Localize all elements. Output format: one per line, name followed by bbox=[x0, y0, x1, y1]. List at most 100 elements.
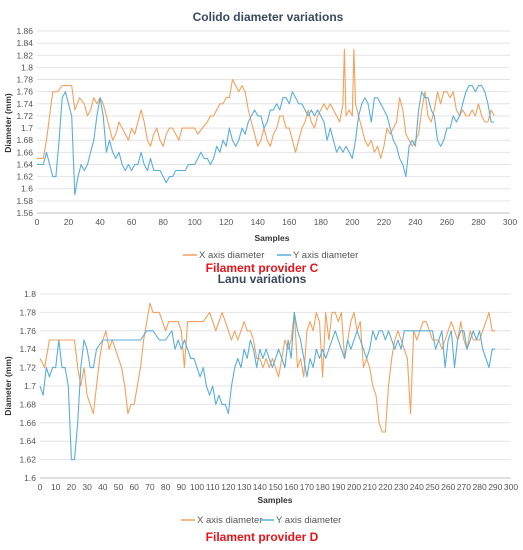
y-tick-labels: 1.6 1.62 1.64 1.66 1.68 1.7 1.72 1.74 1.76 1.78 1.… bbox=[19, 289, 36, 483]
y-tick-label: 1.64 bbox=[19, 436, 36, 446]
x-tick-label: 260 bbox=[441, 482, 455, 492]
x-tick-label: 50 bbox=[114, 482, 124, 492]
y-tick-label: 1.84 bbox=[16, 38, 33, 48]
x-tick-label: 100 bbox=[188, 217, 202, 227]
series-lines bbox=[39, 302, 496, 461]
x-tick-label: 110 bbox=[206, 482, 220, 492]
x-tick-label: 40 bbox=[98, 482, 108, 492]
y-tick-labels: 1.56 1.58 1.6 1.62 1.64 1.66 1.68 1.7 1.72 1.74 1.… bbox=[16, 26, 33, 218]
chart-lanu: Lanu variations 1.61.621.641.661.681.71.… bbox=[3, 272, 518, 544]
legend-label-y: Y axis diameter bbox=[293, 250, 358, 261]
x-tick-label: 20 bbox=[64, 217, 74, 227]
x-tick-label: 140 bbox=[253, 482, 267, 492]
chart-title: Colido diameter variations bbox=[193, 10, 344, 24]
y-tick-label: 1.7 bbox=[21, 123, 33, 133]
x-tick-label: 280 bbox=[473, 482, 487, 492]
y-tick-label: 1.8 bbox=[24, 289, 36, 299]
legend: X axis diameter Y axis diameter bbox=[183, 250, 358, 261]
x-tick-label: 170 bbox=[300, 482, 314, 492]
x-tick-label: 160 bbox=[284, 482, 298, 492]
x-tick-label: 290 bbox=[488, 482, 502, 492]
grid bbox=[40, 293, 511, 479]
x-tick-label: 240 bbox=[408, 217, 422, 227]
x-tick-label: 280 bbox=[471, 217, 485, 227]
x-tick-label: 190 bbox=[331, 482, 345, 492]
y-tick-label: 1.86 bbox=[16, 26, 33, 36]
x-tick-label: 90 bbox=[177, 482, 187, 492]
x-tick-label: 60 bbox=[127, 217, 137, 227]
y-tick-label: 1.6 bbox=[24, 473, 36, 483]
x-tick-label: 130 bbox=[237, 482, 251, 492]
x-tick-label: 240 bbox=[410, 482, 424, 492]
chart-title: Lanu variations bbox=[218, 272, 307, 286]
chart-caption: Filament provider C bbox=[206, 261, 319, 275]
x-tick-label: 180 bbox=[314, 217, 328, 227]
x-tick-label: 70 bbox=[145, 482, 155, 492]
y-tick-label: 1.6 bbox=[21, 184, 33, 194]
y-tick-label: 1.66 bbox=[16, 147, 33, 157]
x-tick-label: 180 bbox=[316, 482, 330, 492]
x-tick-label: 150 bbox=[268, 482, 282, 492]
series-line-y-axis-diameter bbox=[37, 85, 495, 196]
chart-caption: Filament provider D bbox=[206, 530, 319, 544]
x-tick-label: 200 bbox=[347, 482, 361, 492]
y-tick-label: 1.78 bbox=[16, 75, 33, 85]
x-axis-label: Samples bbox=[255, 233, 290, 243]
x-tick-label: 250 bbox=[425, 482, 439, 492]
x-tick-label: 20 bbox=[67, 482, 77, 492]
x-tick-label: 0 bbox=[35, 217, 40, 227]
series-lines bbox=[37, 48, 495, 196]
x-tick-label: 80 bbox=[158, 217, 168, 227]
y-tick-label: 1.76 bbox=[16, 87, 33, 97]
legend: X axis diameter Y axis diameter bbox=[181, 515, 341, 526]
y-tick-label: 1.74 bbox=[19, 344, 36, 354]
x-tick-label: 0 bbox=[38, 482, 43, 492]
series-line-x-axis-diameter bbox=[37, 48, 495, 159]
x-tick-label: 120 bbox=[219, 217, 233, 227]
chart-colido: Colido diameter variations 1.561.581.61.… bbox=[3, 10, 517, 275]
x-tick-label: 80 bbox=[161, 482, 171, 492]
y-tick-label: 1.74 bbox=[16, 99, 33, 109]
y-tick-label: 1.78 bbox=[19, 307, 36, 317]
y-tick-label: 1.72 bbox=[16, 111, 33, 121]
series-line-y-axis-diameter bbox=[39, 311, 496, 461]
x-tick-label: 40 bbox=[95, 217, 105, 227]
x-tick-label: 120 bbox=[221, 482, 235, 492]
x-tick-label: 210 bbox=[363, 482, 377, 492]
x-tick-label: 100 bbox=[190, 482, 204, 492]
x-tick-label: 220 bbox=[377, 217, 391, 227]
legend-label-x: X axis diameter bbox=[199, 250, 264, 261]
x-tick-label: 200 bbox=[345, 217, 359, 227]
x-tick-label: 60 bbox=[129, 482, 139, 492]
y-tick-label: 1.76 bbox=[19, 326, 36, 336]
y-tick-label: 1.68 bbox=[16, 135, 33, 145]
legend-label-x: X axis diameter bbox=[197, 515, 262, 526]
legend-label-y: Y axis diameter bbox=[276, 515, 341, 526]
x-tick-label: 230 bbox=[394, 482, 408, 492]
grid bbox=[37, 30, 510, 214]
x-axis-label: Samples bbox=[258, 495, 293, 505]
y-axis-label: Diameter (mm) bbox=[3, 93, 13, 153]
y-tick-label: 1.66 bbox=[19, 418, 36, 428]
y-tick-label: 1.64 bbox=[16, 159, 33, 169]
y-tick-label: 1.62 bbox=[19, 455, 36, 465]
y-tick-label: 1.58 bbox=[16, 196, 33, 206]
x-tick-label: 160 bbox=[282, 217, 296, 227]
x-tick-label: 270 bbox=[457, 482, 471, 492]
x-tick-labels: 0 20 40 60 80 100 120 140 160 180 200 220 240 260 280 3… bbox=[35, 217, 518, 227]
x-tick-label: 220 bbox=[378, 482, 392, 492]
y-tick-label: 1.62 bbox=[16, 172, 33, 182]
y-tick-label: 1.56 bbox=[16, 208, 33, 218]
y-tick-label: 1.72 bbox=[19, 363, 36, 373]
x-tick-label: 260 bbox=[440, 217, 454, 227]
x-tick-label: 300 bbox=[503, 217, 517, 227]
y-tick-label: 1.7 bbox=[24, 381, 36, 391]
x-tick-label: 300 bbox=[504, 482, 518, 492]
y-tick-label: 1.68 bbox=[19, 399, 36, 409]
y-axis-label: Diameter (mm) bbox=[3, 356, 13, 416]
y-tick-label: 1.8 bbox=[21, 62, 33, 72]
x-tick-label: 30 bbox=[82, 482, 92, 492]
x-tick-label: 10 bbox=[51, 482, 61, 492]
x-tick-label: 140 bbox=[251, 217, 265, 227]
